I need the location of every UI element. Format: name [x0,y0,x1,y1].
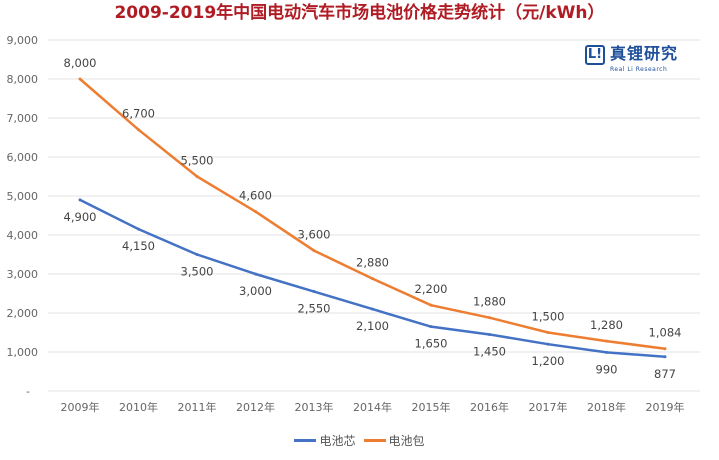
legend-item: 电池包 [363,433,425,449]
data-point [78,77,82,81]
y-tick-label: 3,000 [7,268,39,281]
data-point [605,339,608,343]
data-label: 3,600 [298,228,331,242]
data-label: 1,084 [649,326,682,340]
legend-item: 电池芯 [294,433,356,449]
logo-icon: L! [585,45,605,65]
x-tick-label: 2011年 [178,400,217,414]
x-tick-label: 2019年 [646,400,685,414]
y-tick-label: 1,000 [7,346,39,359]
data-label: 3,500 [181,265,214,279]
data-label: 2,880 [356,256,389,270]
data-label: 1,200 [532,354,565,368]
data-point [663,355,667,359]
data-label: 1,280 [590,318,623,332]
data-point [312,249,316,253]
data-label: 4,600 [239,189,272,203]
y-tick-label: - [26,385,30,398]
x-tick-label: 2014年 [353,400,392,414]
data-point [488,332,491,336]
data-point [254,272,257,276]
data-point [137,227,140,231]
data-label: 3,000 [239,284,272,298]
x-tick-label: 2012年 [236,400,275,414]
data-point [429,303,433,307]
data-point [429,325,433,329]
x-tick-label: 2017年 [529,400,568,414]
logo-name: 真锂研究 [610,44,679,63]
data-label: 1,880 [473,295,506,309]
data-label: 6,700 [122,107,155,121]
data-label: 1,650 [415,337,448,351]
y-tick-label: 5,000 [7,190,39,203]
logo-subtitle: Real Li Research [610,66,668,73]
data-point [312,290,316,294]
y-tick-label: 9,000 [7,34,39,47]
data-label: 5,500 [181,154,214,168]
data-label: 4,150 [122,239,155,253]
legend: 电池芯 电池包 [0,430,719,449]
x-tick-label: 2016年 [470,400,509,414]
data-point [371,277,374,281]
data-point [195,253,199,256]
x-tick-label: 2010年 [119,400,158,414]
data-label: 2,550 [298,302,331,316]
y-tick-label: 2,000 [7,307,39,320]
data-label: 2,200 [415,282,448,296]
data-point [195,175,199,178]
x-tick-label: 2009年 [61,400,100,414]
data-label: 2,100 [356,319,389,333]
data-point [78,198,82,202]
data-label: 877 [654,367,676,381]
data-point [546,331,550,334]
x-tick-label: 2015年 [412,400,451,414]
legend-swatch [294,439,317,442]
chart-title: 2009-2019年中国电动汽车市场电池价格走势统计（元/kWh） [114,3,605,23]
y-tick-label: 8,000 [7,73,39,86]
y-tick-label: 4,000 [7,229,39,242]
x-tick-label: 2018年 [587,400,626,414]
y-tick-label: 6,000 [7,151,39,164]
data-label: 1,500 [532,310,565,324]
data-point [488,316,491,320]
data-label: 4,900 [64,210,97,224]
legend-label: 电池包 [388,433,425,448]
data-point [371,307,374,311]
data-point [605,350,608,354]
data-point [546,342,550,346]
data-point [663,347,667,351]
data-label: 990 [596,362,618,376]
data-point [137,128,140,132]
x-tick-label: 2013年 [295,400,334,414]
legend-swatch [363,439,386,442]
y-tick-label: 7,000 [7,112,39,125]
logo: L! 真锂研究 Real Li Research [585,44,697,76]
data-label: 1,450 [473,344,506,358]
data-label: 8,000 [64,56,97,70]
legend-label: 电池芯 [319,433,356,448]
data-point [254,210,257,214]
